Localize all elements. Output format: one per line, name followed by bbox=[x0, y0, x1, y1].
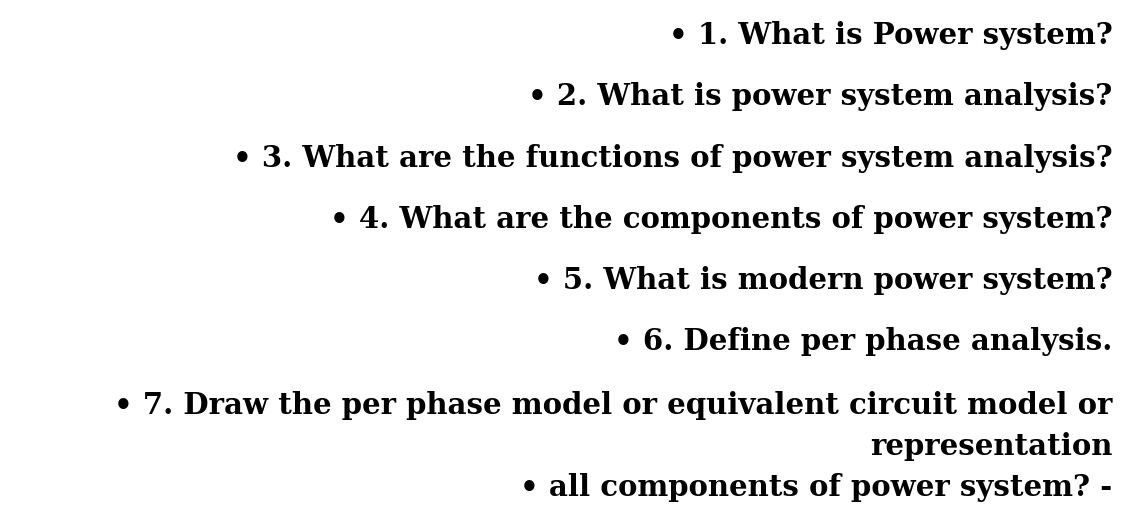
Text: • 6. Define per phase analysis.: • 6. Define per phase analysis. bbox=[614, 327, 1112, 355]
Text: • 1. What is Power system?: • 1. What is Power system? bbox=[669, 21, 1112, 50]
Text: • 7. Draw the per phase model or equivalent circuit model or: • 7. Draw the per phase model or equival… bbox=[114, 390, 1112, 419]
Text: • 4. What are the components of power system?: • 4. What are the components of power sy… bbox=[330, 205, 1112, 233]
Text: • all components of power system? -: • all components of power system? - bbox=[520, 472, 1112, 500]
Text: representation: representation bbox=[871, 431, 1112, 460]
Text: • 2. What is power system analysis?: • 2. What is power system analysis? bbox=[528, 82, 1112, 111]
Text: • 5. What is modern power system?: • 5. What is modern power system? bbox=[534, 266, 1112, 294]
Text: • 3. What are the functions of power system analysis?: • 3. What are the functions of power sys… bbox=[233, 144, 1112, 172]
